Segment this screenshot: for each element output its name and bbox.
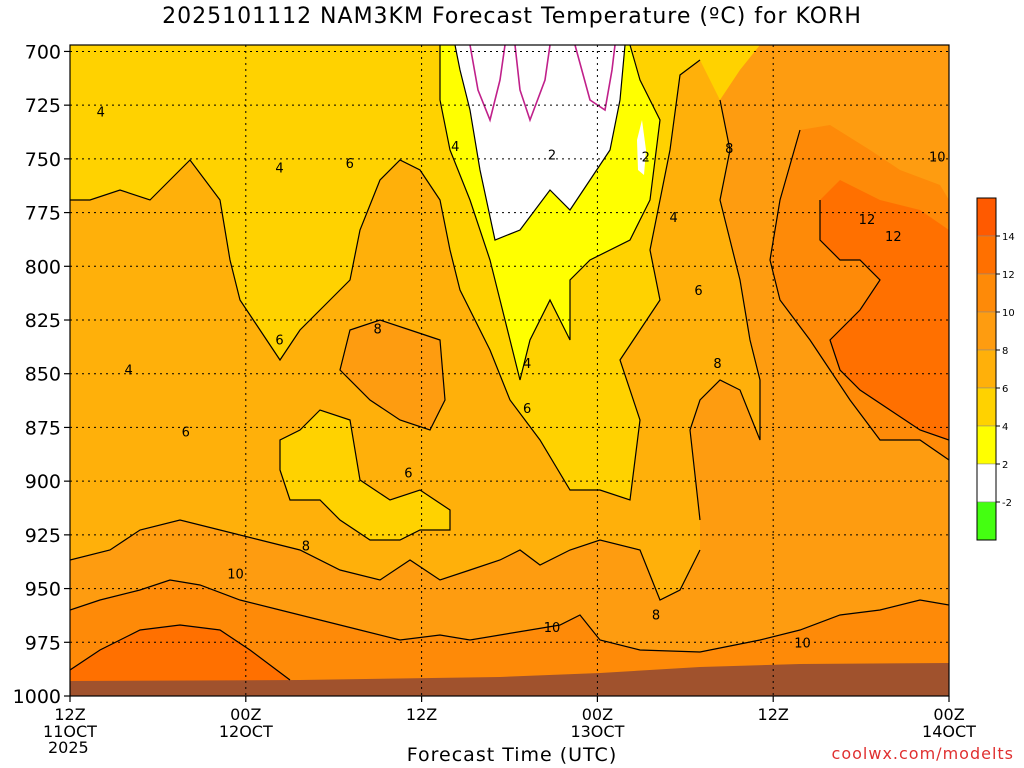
x-tick-label-date: 14OCT <box>922 722 976 741</box>
contour-label: 2 <box>642 151 650 166</box>
band-10-12-bottom <box>70 580 949 690</box>
y-axis: 700 725 750 775 800 825 850 875 900 925 950 975 1000 <box>13 41 70 708</box>
contour-line-12 <box>819 200 949 441</box>
contour-label: 6 <box>275 333 283 348</box>
colorbar-tick-label: 4 <box>1002 422 1008 433</box>
colorbar-tick-label: 12 <box>1002 270 1015 281</box>
contour-label: 8 <box>374 323 382 338</box>
band-8-10-mid <box>340 320 445 430</box>
colorbar-swatch <box>976 273 997 313</box>
colorbar-tick-label: 6 <box>1002 384 1008 395</box>
contour-lines-subzero <box>469 45 616 123</box>
colorbar-swatch <box>976 501 997 541</box>
contour-label: 4 <box>124 363 132 378</box>
y-tick-label: 950 <box>25 579 61 601</box>
band-12-14-right <box>820 180 949 440</box>
x-tick-label-time: 00Z <box>582 705 613 724</box>
contour-label: 10 <box>794 636 811 651</box>
colorbar-tick-label: 8 <box>1002 346 1008 357</box>
contour-label: 4 <box>669 211 677 226</box>
band-12-14-bottom <box>70 625 290 690</box>
contour-label: 6 <box>694 284 702 299</box>
colorbar-tick-label: 2 <box>1002 460 1008 471</box>
contour-lines <box>70 45 949 681</box>
contour-label: 4 <box>523 357 531 372</box>
colorbar-frame <box>976 197 997 541</box>
contour-label: 6 <box>182 426 190 441</box>
contour-line-10 <box>769 129 949 461</box>
band-neg2-2-spot <box>637 120 646 175</box>
colorbar-swatch <box>976 197 997 237</box>
y-tick-label: 750 <box>25 149 61 171</box>
colorbar-swatch <box>976 311 997 351</box>
band-4-6-mid <box>280 410 450 540</box>
y-tick-label: 700 <box>25 41 61 63</box>
credit-link[interactable]: coolwx.com/modelts <box>831 744 1014 763</box>
plot-frame <box>69 44 950 697</box>
x-tick-label-time: 12Z <box>406 705 437 724</box>
x-tick-label-date: 13OCT <box>570 722 624 741</box>
y-tick-label: 800 <box>25 256 61 278</box>
x-tick-label-date: 11OCT <box>43 722 97 741</box>
chart-title: 2025101112 NAM3KM Forecast Temperature (… <box>162 4 862 29</box>
colorbar-tick-label: -2 <box>1002 498 1012 509</box>
contour-label: 10 <box>929 151 946 166</box>
contour-label: 8 <box>725 142 733 157</box>
contour-line-neg2b <box>514 45 551 123</box>
year-label: 2025 <box>48 738 89 757</box>
contour-label: 8 <box>302 540 310 555</box>
contour-label: 8 <box>713 357 721 372</box>
contour-line-8-mid <box>339 319 446 431</box>
contour-label: 4 <box>451 140 459 155</box>
y-tick-label: 725 <box>25 95 61 117</box>
y-tick-label: 850 <box>25 364 61 386</box>
temperature-field <box>70 45 949 696</box>
colorbar-swatch <box>976 387 997 427</box>
contour-label: 12 <box>885 230 902 245</box>
y-tick-label: 1000 <box>13 686 61 708</box>
y-tick-label: 925 <box>25 525 61 547</box>
y-tick-label: 975 <box>25 632 61 654</box>
contour-labels: 4 4 6 4 2 2 4 8 10 12 12 6 8 6 4 4 8 6 6 6 8 10 8 10 10 <box>97 106 946 652</box>
x-tick-label-date: 12OCT <box>219 722 273 741</box>
contour-label: 10 <box>227 568 244 583</box>
colorbar-swatch <box>976 235 997 275</box>
colorbar-swatch <box>976 349 997 389</box>
contour-label: 6 <box>346 157 354 172</box>
x-tick-label-time: 00Z <box>933 705 964 724</box>
contour-label: 12 <box>859 213 876 228</box>
colorbar-tick-label: 10 <box>1002 308 1015 319</box>
contour-line-8-low <box>70 519 701 601</box>
contour-line-neg2c <box>574 45 616 112</box>
contour-label: 10 <box>544 621 561 636</box>
contour-label: 4 <box>97 106 105 121</box>
y-tick-label: 775 <box>25 203 61 225</box>
x-tick-label-time: 00Z <box>230 705 261 724</box>
colorbar-tick-label: 14 <box>1002 232 1015 243</box>
x-axis-title: Forecast Time (UTC) <box>406 744 618 766</box>
contour-line-6-mid <box>279 409 451 541</box>
contour-line-8 <box>689 99 761 521</box>
contour-label: 4 <box>275 161 283 176</box>
x-tick-label-time: 12Z <box>758 705 789 724</box>
y-tick-label: 875 <box>25 417 61 439</box>
contour-line-4 <box>70 59 701 501</box>
contour-label: 8 <box>652 608 660 623</box>
contour-label: 2 <box>548 149 556 164</box>
x-tick-label-time: 12Z <box>54 705 85 724</box>
colorbar-swatch <box>976 425 997 465</box>
contour-line-10-low <box>70 579 949 653</box>
colorbar: 14 12 10 8 6 4 2 -2 <box>976 197 1015 541</box>
contour-line-neg2 <box>469 45 506 123</box>
y-tick-label: 900 <box>25 471 61 493</box>
contour-line-0 <box>454 45 626 241</box>
colorbar-swatch <box>976 463 997 503</box>
contour-line-12-low <box>70 624 291 681</box>
terrain <box>70 663 949 696</box>
contour-label: 6 <box>404 467 412 482</box>
y-tick-label: 825 <box>25 310 61 332</box>
contour-label: 6 <box>523 402 531 417</box>
